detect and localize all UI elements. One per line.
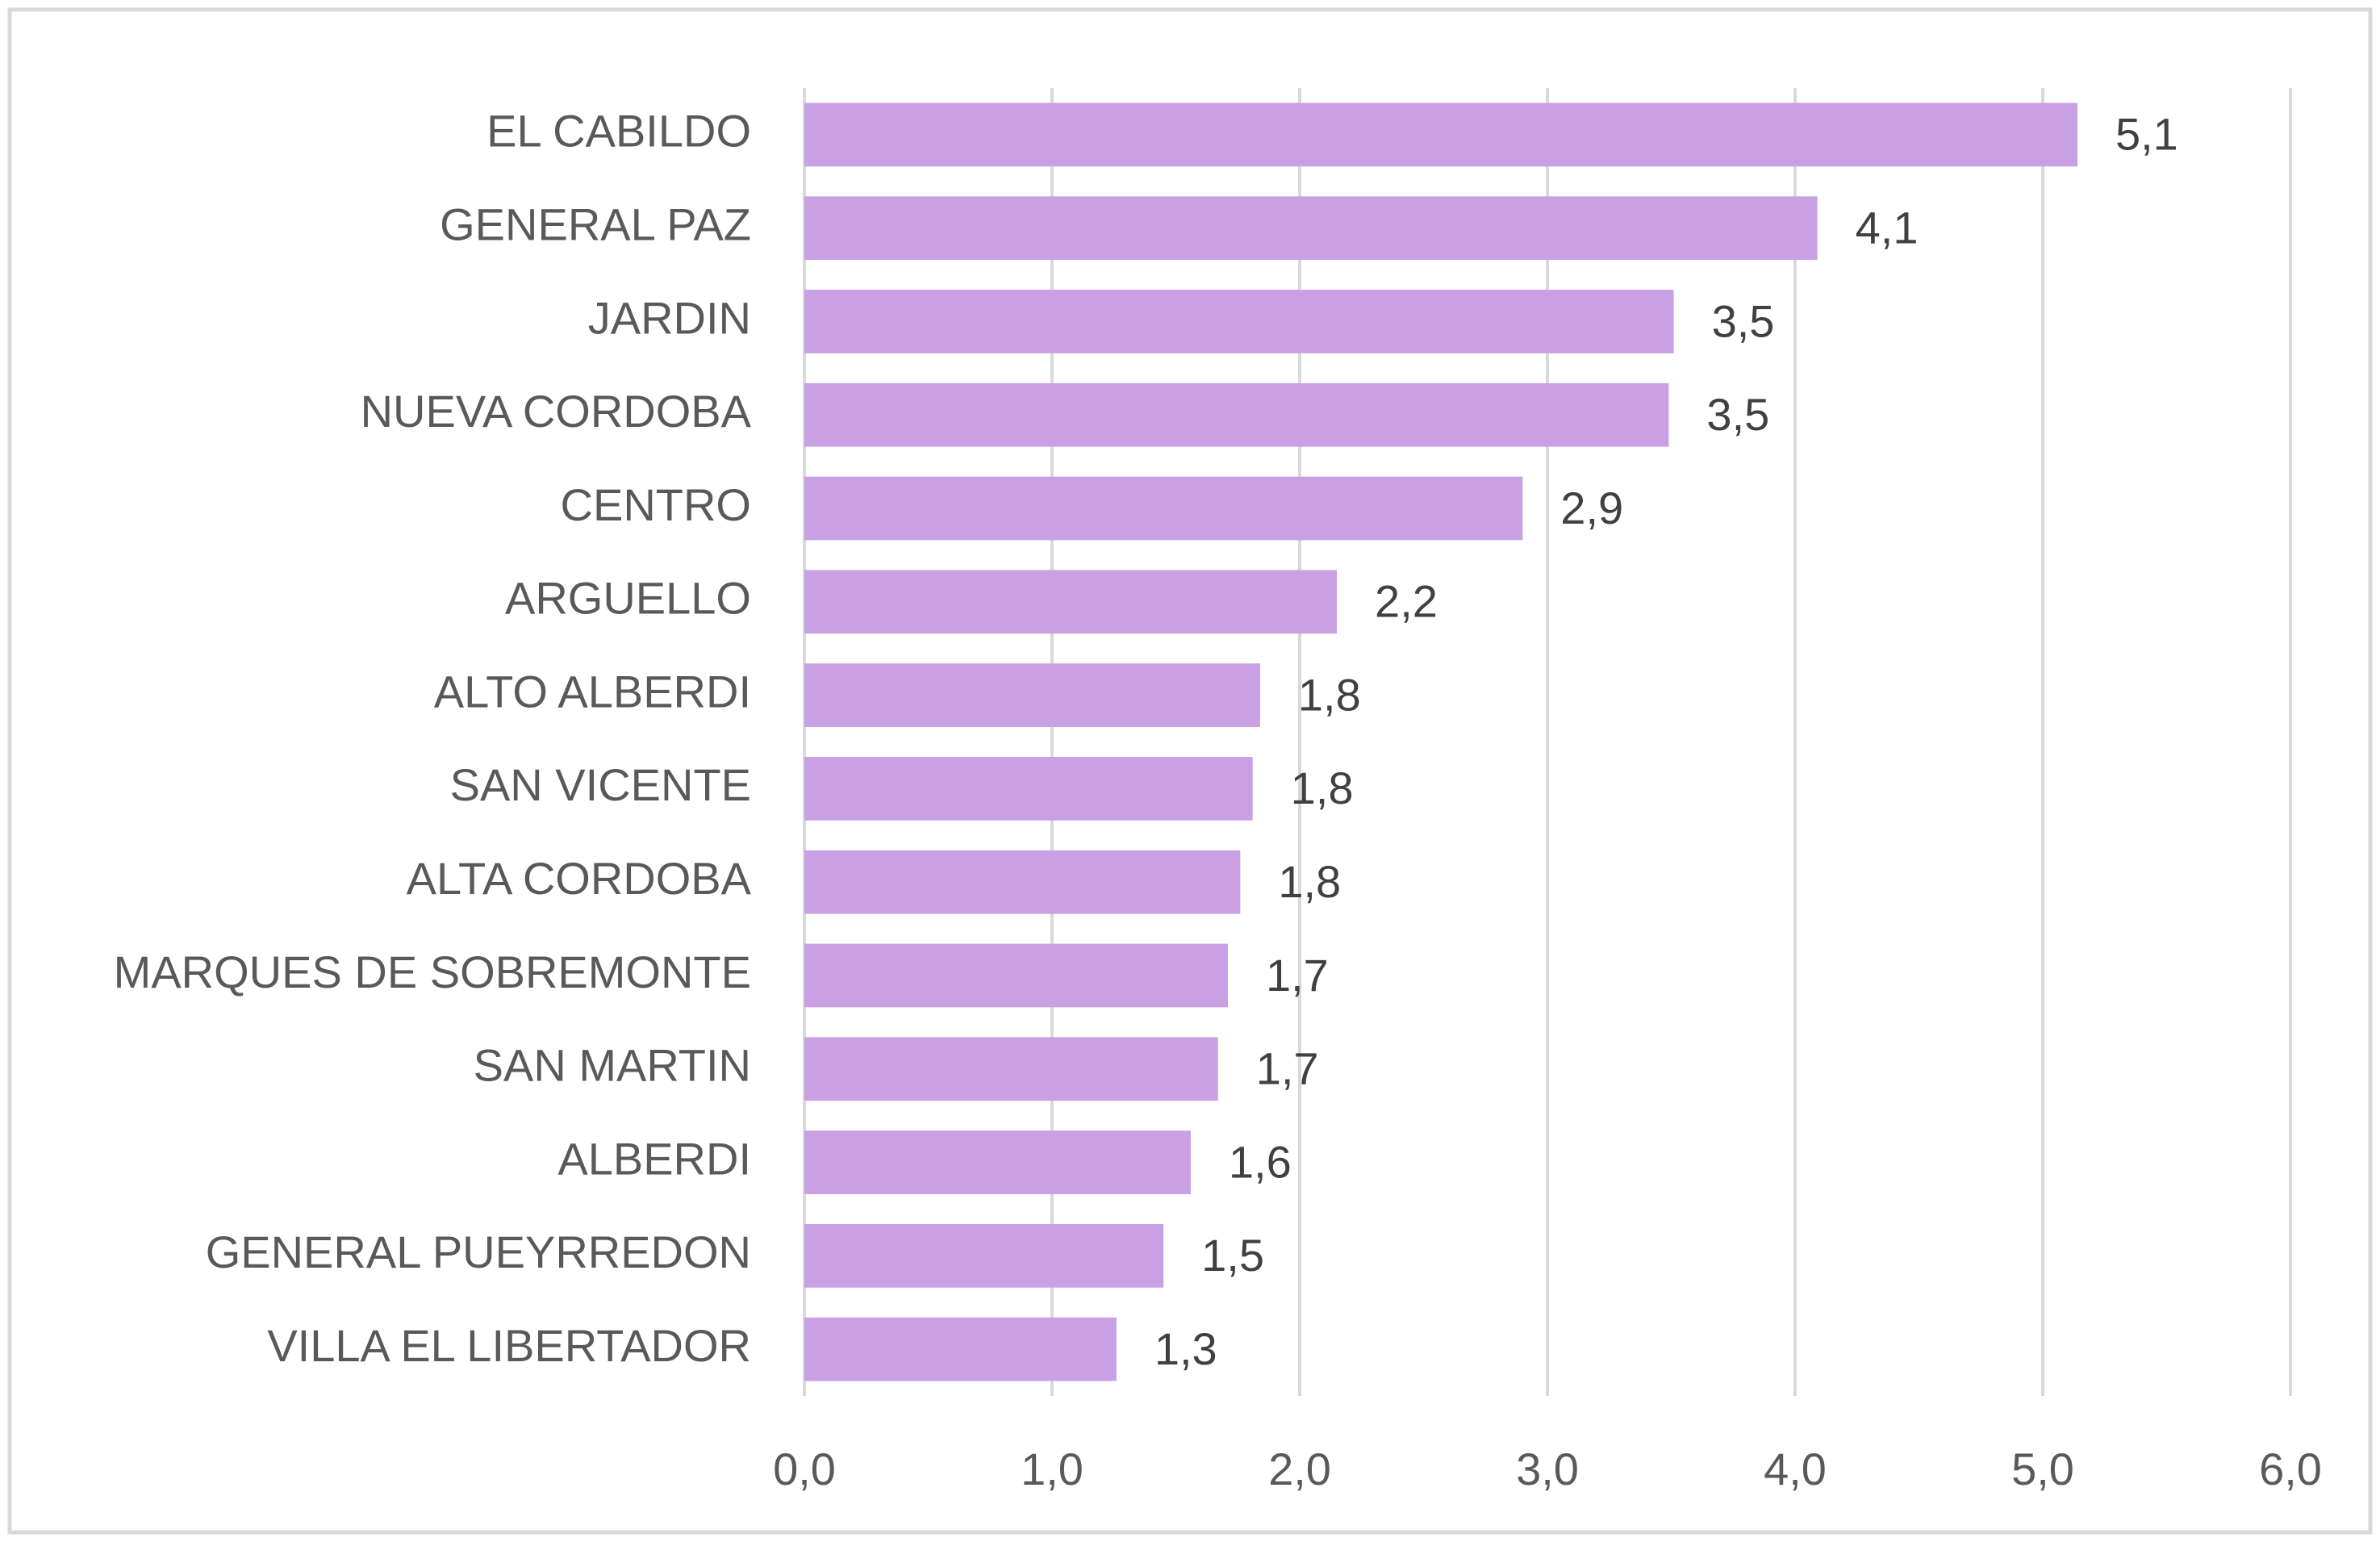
x-tick-label: 5,0 <box>2011 1444 2074 1494</box>
x-tick-label: 3,0 <box>1516 1444 1579 1494</box>
data-label: 1,8 <box>1291 763 1354 813</box>
x-tick-label: 1,0 <box>1021 1444 1084 1494</box>
data-label: 4,1 <box>1856 202 1919 253</box>
data-label: 3,5 <box>1712 295 1775 346</box>
data-label: 1,3 <box>1155 1323 1217 1374</box>
y-tick-label: MARQUES DE SOBREMONTE <box>114 947 751 997</box>
bar <box>804 757 1253 821</box>
y-tick-label: VILLA EL LIBERTADOR <box>267 1320 751 1371</box>
data-label: 1,5 <box>1201 1230 1264 1281</box>
bar <box>804 1223 1164 1288</box>
y-tick-label: SAN VICENTE <box>450 759 751 810</box>
bar <box>804 476 1523 541</box>
bar <box>804 382 1669 447</box>
y-tick-label: SAN MARTIN <box>474 1040 751 1091</box>
bar <box>804 663 1260 727</box>
y-tick-label: JARDIN <box>588 292 751 343</box>
bar <box>804 570 1338 634</box>
data-label: 5,1 <box>2115 109 2178 160</box>
y-tick-label: ALTA CORDOBA <box>407 853 752 904</box>
bar <box>804 1317 1117 1381</box>
x-tick-label: 6,0 <box>2259 1444 2322 1494</box>
y-tick-label: EL CABILDO <box>486 106 751 157</box>
y-tick-label: NUEVA CORDOBA <box>361 386 752 437</box>
data-label: 1,7 <box>1256 1043 1319 1094</box>
x-tick-label: 2,0 <box>1268 1444 1331 1494</box>
data-label: 1,6 <box>1229 1136 1292 1187</box>
bar <box>804 290 1674 353</box>
bar <box>804 1037 1218 1101</box>
bar <box>804 196 1818 261</box>
data-label: 1,8 <box>1278 856 1341 907</box>
y-tick-label: ALTO ALBERDI <box>434 666 751 717</box>
data-label: 1,7 <box>1266 950 1329 1001</box>
y-tick-label: GENERAL PAZ <box>440 198 751 249</box>
x-tick-label: 4,0 <box>1764 1444 1827 1494</box>
y-tick-label: GENERAL PUEYRREDON <box>206 1226 751 1277</box>
data-label: 2,9 <box>1560 483 1623 533</box>
data-label: 3,5 <box>1706 389 1769 440</box>
bar <box>804 1130 1191 1194</box>
y-tick-label: ALBERDI <box>557 1133 751 1184</box>
bar <box>804 943 1228 1008</box>
bar <box>804 850 1241 914</box>
x-tick-label: 0,0 <box>773 1444 836 1494</box>
data-label: 1,8 <box>1298 669 1361 720</box>
y-tick-label: CENTRO <box>561 479 751 530</box>
y-tick-label: ARGUELLO <box>505 573 751 624</box>
bar <box>804 102 2077 167</box>
data-label: 2,2 <box>1375 576 1438 627</box>
